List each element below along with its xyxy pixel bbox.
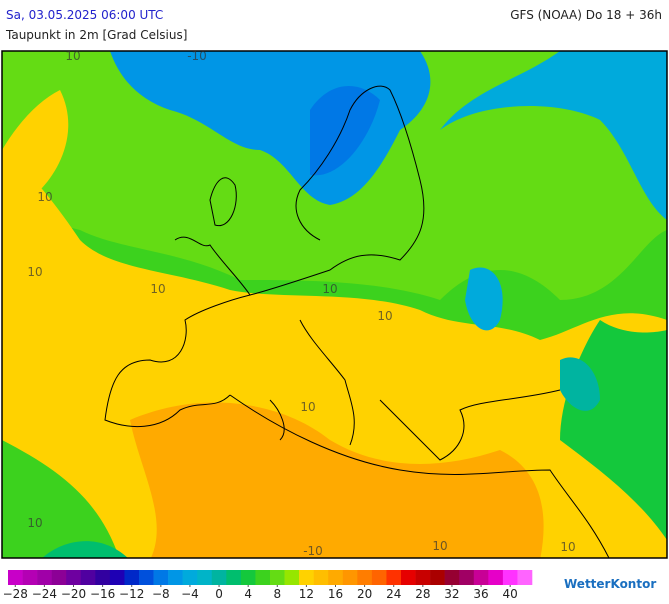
- zone-blue-scandinavia: [310, 86, 380, 176]
- legend-swatch: [80, 570, 96, 585]
- legend-swatch: [37, 570, 52, 585]
- legend-swatch: [124, 570, 140, 585]
- contour-label: 10: [37, 190, 52, 204]
- contour-label: -10: [187, 49, 207, 63]
- legend-swatch: [109, 570, 125, 585]
- legend-swatch: [22, 570, 38, 585]
- zone-yellow-atlantic: [2, 90, 69, 193]
- zone-green-sw: [2, 440, 120, 558]
- contour-label: 10: [27, 265, 42, 279]
- legend-swatch: [66, 570, 82, 585]
- legend-tick-label: 40: [503, 587, 518, 600]
- legend-swatch: [51, 570, 67, 585]
- contour-label: 10: [300, 400, 315, 414]
- legend-swatch: [342, 570, 358, 585]
- model-run: GFS (NOAA) Do 18 + 36h: [510, 8, 662, 22]
- legend-tick-label: −28: [3, 587, 28, 600]
- legend-swatch: [8, 570, 23, 585]
- legend-swatch: [473, 570, 489, 585]
- legend-swatch: [459, 570, 475, 585]
- zone-blue-east: [465, 267, 503, 331]
- legend-swatch: [415, 570, 431, 585]
- map: [1, 50, 668, 559]
- legend-swatch: [371, 570, 387, 585]
- legend-tick-label: −20: [61, 587, 86, 600]
- legend-swatch: [168, 570, 183, 585]
- legend-swatch: [153, 570, 169, 585]
- legend-tick-label: 32: [444, 587, 459, 600]
- contour-label: 10: [65, 49, 80, 63]
- legend-swatch: [270, 570, 285, 585]
- zone-blue-russia: [440, 51, 667, 220]
- contour-label: 10: [432, 539, 447, 553]
- legend-tick-label: 4: [244, 587, 252, 600]
- legend-tick-label: 0: [215, 587, 223, 600]
- contour-label: 10: [27, 516, 42, 530]
- map-frame: [1, 50, 668, 559]
- legend-swatch: [488, 570, 504, 585]
- legend-swatch: [357, 570, 373, 585]
- contour-label: 10: [322, 282, 337, 296]
- legend-swatch: [386, 570, 402, 585]
- legend-swatch: [95, 570, 111, 585]
- legend-swatch: [502, 570, 518, 585]
- legend-swatch: [284, 570, 300, 585]
- datetime: Sa, 03.05.2025 06:00 UTC: [6, 8, 163, 22]
- zone-blue-turkey: [560, 357, 600, 411]
- legend-tick-label: 8: [273, 587, 281, 600]
- legend-swatch: [182, 570, 198, 585]
- zone-orange: [130, 402, 544, 558]
- legend-swatch: [313, 570, 329, 585]
- legend-tick-label: 16: [328, 587, 343, 600]
- legend-swatch: [197, 570, 213, 585]
- legend-tick-label: −24: [32, 587, 57, 600]
- legend-swatch: [226, 570, 242, 585]
- legend-swatch: [211, 570, 227, 585]
- legend-swatch: [517, 570, 533, 585]
- legend-swatch: [328, 570, 344, 585]
- legend-tick-label: −16: [90, 587, 115, 600]
- legend-tick-label: −8: [152, 587, 170, 600]
- legend-swatch: [139, 570, 154, 585]
- legend-tick-label: −4: [181, 587, 199, 600]
- contour-label: 10: [560, 540, 575, 554]
- logo: WetterKontor: [564, 577, 656, 591]
- subtitle: Taupunkt in 2m [Grad Celsius]: [5, 28, 187, 42]
- legend-tick-label: 28: [415, 587, 430, 600]
- legend-swatch: [430, 570, 445, 585]
- legend-tick-label: 20: [357, 587, 372, 600]
- contour-label: 10: [150, 282, 165, 296]
- legend-swatch: [401, 570, 416, 585]
- legend-tick-label: −12: [119, 587, 144, 600]
- contour-label: 10: [377, 309, 392, 323]
- legend-swatch: [240, 570, 256, 585]
- zone-teal-africa: [42, 541, 128, 558]
- legend-tick-label: 36: [473, 587, 488, 600]
- legend-tick-label: 12: [299, 587, 314, 600]
- legend-swatch: [444, 570, 460, 585]
- contour-label: -10: [303, 544, 323, 558]
- legend-tick-label: 24: [386, 587, 401, 600]
- legend-swatch: [255, 570, 271, 585]
- coastlines: [104, 85, 610, 558]
- legend-swatch: [299, 570, 314, 585]
